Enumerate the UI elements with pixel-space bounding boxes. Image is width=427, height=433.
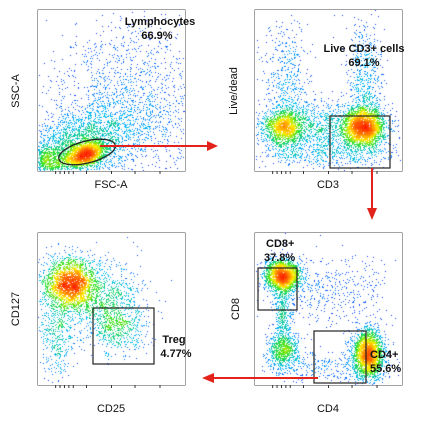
panel-live-cd3: Live CD3+ cells 69.1% CD3 Live/dead (228, 9, 405, 191)
gate-name: Lymphocytes (125, 16, 196, 28)
x-axis-label: CD4 (317, 403, 339, 415)
gate-percent: 69.1% (348, 57, 379, 69)
panel-lymphocytes: Lymphocytes 66.9% FSC-A SSC-A (10, 9, 196, 191)
x-axis-label: CD25 (97, 403, 125, 415)
gate-percent: 66.9% (141, 30, 172, 42)
treg-gate (92, 307, 155, 365)
live-cd3-gate (329, 115, 391, 169)
gate-name: Live CD3+ cells (323, 43, 404, 55)
y-axis-label: CD8 (230, 298, 242, 320)
density-plot (255, 233, 402, 385)
cd4-gate-percent: 55.6% (370, 363, 401, 375)
density-plot (38, 10, 185, 171)
cd4-gate (313, 330, 367, 384)
axis-ticks (55, 171, 378, 388)
arrow-right-head (207, 141, 218, 151)
cd4-gate-name: CD4+ (370, 349, 398, 361)
gating-arrows (100, 141, 377, 383)
cd8-gate-name: CD8+ (266, 238, 294, 250)
y-axis-label: SSC-A (10, 74, 22, 108)
x-axis-label: CD3 (317, 179, 339, 191)
y-axis-label: CD127 (10, 292, 22, 326)
panel-cd4-cd8: CD8+ 37.8% CD4+ 55.6% CD4 CD8 (230, 232, 403, 415)
gate-percent: 4.77% (160, 348, 191, 360)
y-axis-label: Live/dead (228, 67, 240, 115)
density-plot (38, 233, 185, 385)
cd8-gate (257, 267, 298, 311)
arrow-down-head (367, 208, 377, 220)
panel-treg: Treg 4.77% CD25 CD127 (10, 232, 192, 415)
gate-name: Treg (162, 334, 185, 346)
cd8-gate-percent: 37.8% (264, 252, 295, 264)
lymphocytes-gate (58, 138, 116, 166)
density-plot (255, 10, 402, 171)
arrow-left-head (202, 373, 214, 383)
x-axis-label: FSC-A (95, 179, 129, 191)
